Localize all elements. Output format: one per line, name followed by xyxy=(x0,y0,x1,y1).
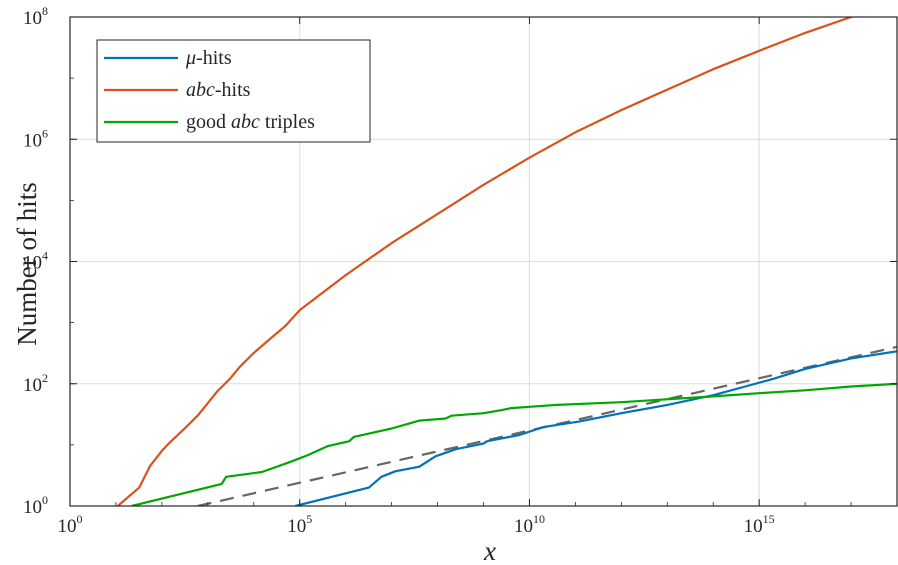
y-tick-label: 106 xyxy=(23,126,48,151)
legend-label-part: good xyxy=(186,111,231,133)
legend-label-math: μ xyxy=(185,47,196,69)
y-tick-label-exp: 0 xyxy=(42,493,48,507)
good-abc-triples-series xyxy=(132,384,897,506)
y-tick-label: 100 xyxy=(23,493,48,518)
x-tick-label: 100 xyxy=(58,512,83,537)
y-tick-label-exp: 2 xyxy=(42,371,48,385)
x-tick-label: 105 xyxy=(287,512,312,537)
y-tick-label-base: 10 xyxy=(23,8,42,29)
x-tick-label-exp: 5 xyxy=(306,512,312,526)
y-tick-label-base: 10 xyxy=(23,375,42,396)
x-tick-label-exp: 0 xyxy=(77,512,83,526)
y-tick-label-base: 10 xyxy=(23,497,42,518)
legend-label: good abc triples xyxy=(186,111,315,133)
x-axis-label: x xyxy=(483,536,496,565)
legend-label-part: triples xyxy=(260,111,315,133)
mu-hits-series xyxy=(295,351,897,506)
y-tick-label-exp: 6 xyxy=(42,126,48,140)
x-tick-label-base: 10 xyxy=(514,516,533,537)
legend-label-math: abc xyxy=(231,111,260,133)
x-tick-label-base: 10 xyxy=(287,516,306,537)
legend-label-math: abc xyxy=(186,79,215,101)
legend-label-part: -hits xyxy=(196,47,232,69)
y-tick-label-base: 10 xyxy=(23,130,42,151)
y-tick-label-exp: 8 xyxy=(42,4,48,18)
y-tick-label: 102 xyxy=(23,371,48,396)
y-axis-label: Number of hits xyxy=(12,182,42,345)
legend-label-part: -hits xyxy=(215,79,251,101)
legend-label: abc-hits xyxy=(186,79,251,101)
x-tick-label-base: 10 xyxy=(58,516,77,537)
x-tick-label-exp: 15 xyxy=(763,512,775,526)
legend-label: μ-hits xyxy=(185,47,232,69)
y-tick-label-exp: 4 xyxy=(42,249,48,263)
x-tick-label-exp: 10 xyxy=(533,512,545,526)
x-tick-label: 1015 xyxy=(744,512,775,537)
x-tick-label-base: 10 xyxy=(744,516,763,537)
y-tick-label: 108 xyxy=(23,4,48,29)
x-tick-label: 1010 xyxy=(514,512,545,537)
